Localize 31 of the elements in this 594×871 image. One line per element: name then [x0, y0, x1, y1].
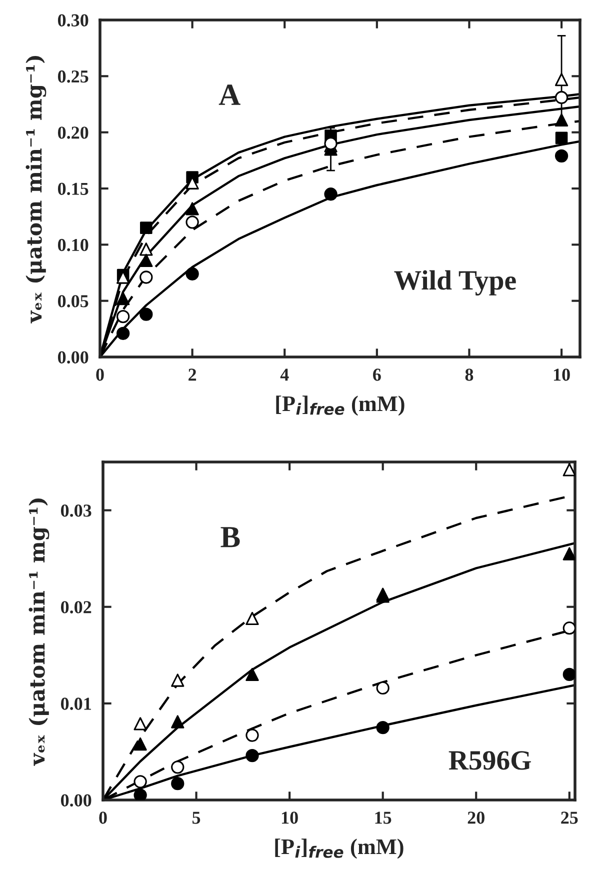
x-tick-label: 2 — [188, 368, 196, 381]
y-tick-label: 0.00 — [60, 794, 92, 807]
x-tick-label: 20 — [468, 812, 484, 824]
annotation: A — [218, 84, 240, 105]
y-tick-label: 0.30 — [58, 14, 88, 27]
x-tick-label: 15 — [375, 812, 392, 824]
y-tick-label: 0.00 — [58, 351, 88, 364]
x-tick-label: 10 — [282, 812, 298, 824]
y-tick-label: 0.25 — [58, 70, 88, 83]
x-tick-label: 0 — [96, 368, 104, 381]
x-axis-title: [P$_{i}$]$_{free}$ (mM) — [276, 396, 404, 416]
x-tick-label: 0 — [99, 812, 107, 824]
x-tick-label: 25 — [561, 812, 578, 824]
y-axis-title: vₑₓ (μatom min⁻¹ mg⁻¹) — [26, 56, 46, 324]
x-tick-label: 6 — [373, 368, 381, 381]
y-tick-label: 0.15 — [58, 182, 88, 196]
x-axis-title: [P$_{i}$]$_{free}$ (mM) — [275, 838, 404, 859]
y-tick-label: 0.05 — [58, 295, 88, 308]
y-tick-label: 0.01 — [60, 698, 91, 710]
annotation: R596G — [448, 751, 531, 770]
annotation: Wild Type — [394, 270, 516, 296]
y-tick-label: 0.20 — [58, 126, 88, 139]
annotation: B — [220, 527, 240, 548]
x-tick-label: 5 — [192, 812, 200, 824]
y-tick-label: 0.02 — [60, 601, 92, 614]
y-axis-title: vₑₓ (μatom min⁻¹ mg⁻¹) — [28, 498, 50, 766]
x-tick-label: 8 — [465, 368, 474, 381]
y-tick-label: 0.03 — [60, 504, 92, 517]
x-tick-label: 10 — [554, 368, 570, 381]
x-tick-label: 4 — [280, 368, 289, 381]
y-tick-label: 0.10 — [58, 238, 88, 252]
